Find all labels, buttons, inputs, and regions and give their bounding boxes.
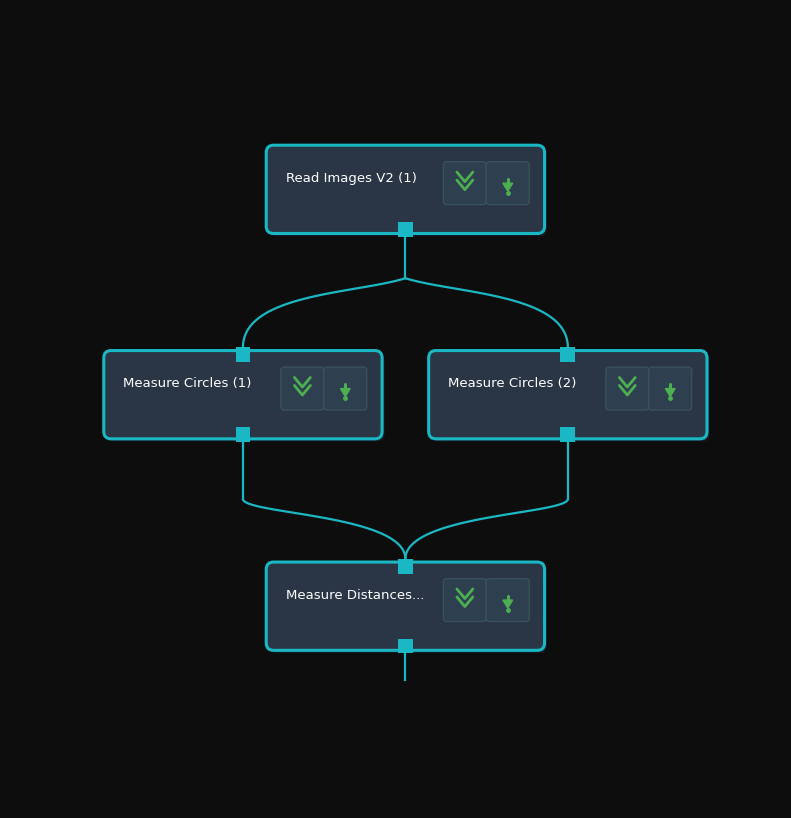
Bar [398,222,413,236]
FancyBboxPatch shape [444,578,486,622]
FancyBboxPatch shape [324,367,367,410]
FancyBboxPatch shape [444,162,486,204]
FancyBboxPatch shape [431,353,710,441]
Polygon shape [236,351,250,360]
Bar [236,427,250,442]
Polygon shape [503,183,513,191]
Polygon shape [561,351,575,360]
Polygon shape [503,600,513,608]
FancyBboxPatch shape [429,351,707,438]
Bar [236,348,250,362]
FancyBboxPatch shape [267,146,544,233]
FancyBboxPatch shape [104,351,382,438]
Bar [561,348,575,362]
FancyBboxPatch shape [281,367,324,410]
Text: Measure Circles (2): Measure Circles (2) [448,377,577,390]
FancyBboxPatch shape [486,162,529,204]
FancyBboxPatch shape [649,367,691,410]
FancyBboxPatch shape [106,353,384,441]
Text: Measure Distances...: Measure Distances... [286,589,424,602]
FancyBboxPatch shape [267,562,544,650]
Bar [398,559,413,573]
FancyBboxPatch shape [269,148,547,236]
Bar [398,639,413,654]
Polygon shape [340,389,350,397]
FancyBboxPatch shape [486,578,529,622]
FancyBboxPatch shape [606,367,649,410]
Polygon shape [398,563,413,572]
Text: Measure Circles (1): Measure Circles (1) [123,377,252,390]
Bar [561,427,575,442]
Polygon shape [665,389,675,397]
Text: Read Images V2 (1): Read Images V2 (1) [286,172,417,185]
FancyBboxPatch shape [269,564,547,653]
